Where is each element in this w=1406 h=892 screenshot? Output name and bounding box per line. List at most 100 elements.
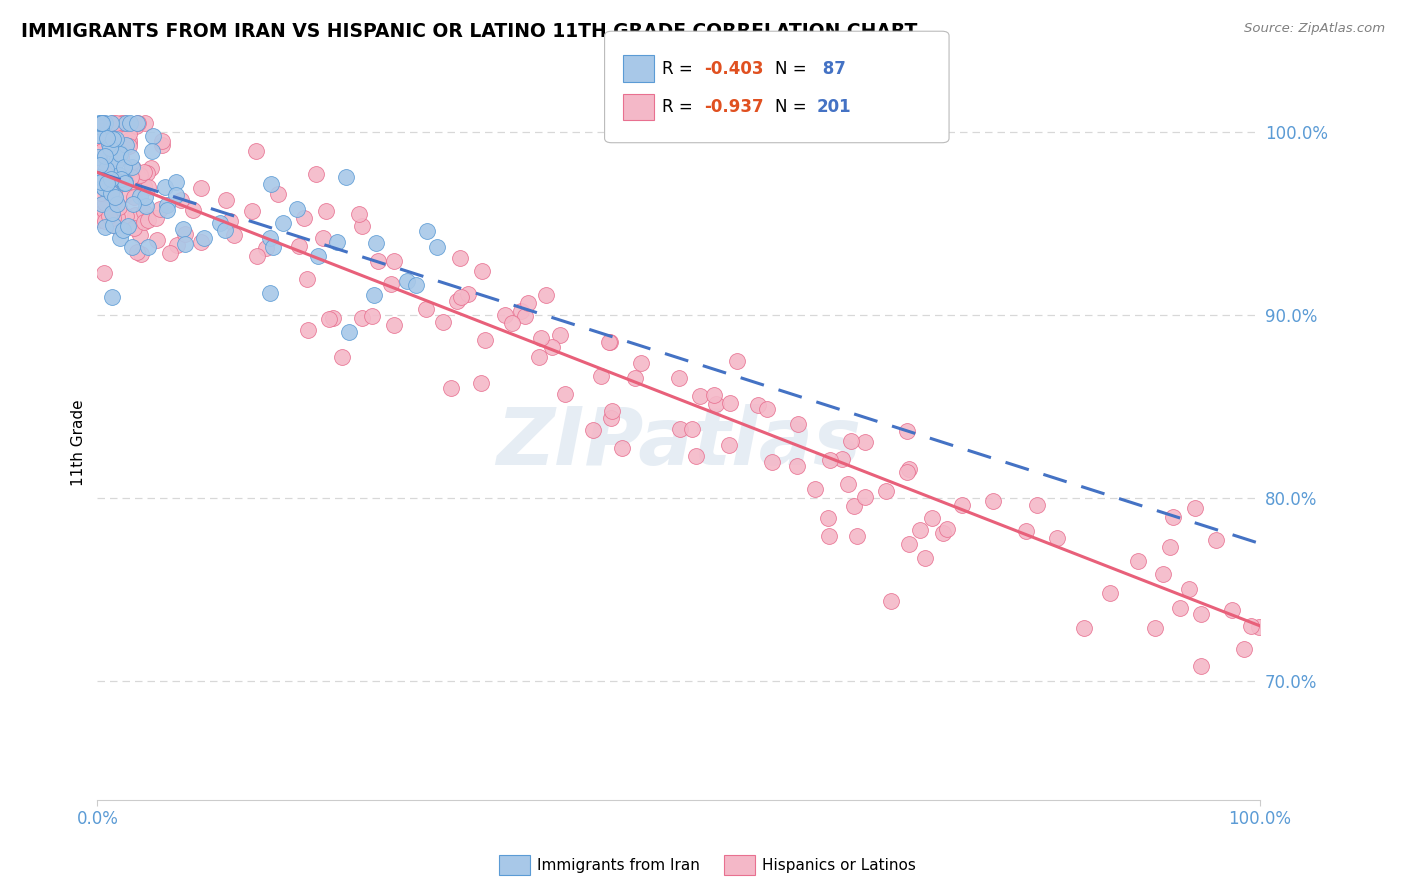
Point <box>853 491 876 505</box>
Point <box>669 422 692 436</box>
Point <box>818 529 841 543</box>
Point <box>93 266 115 280</box>
Point <box>214 223 236 237</box>
Point <box>134 190 156 204</box>
Point <box>297 323 319 337</box>
Point <box>100 290 122 304</box>
Point <box>132 205 155 219</box>
Point <box>267 186 290 201</box>
Text: -0.403: -0.403 <box>704 60 763 78</box>
Point <box>87 170 110 185</box>
Point <box>273 215 295 229</box>
Point <box>470 376 492 391</box>
Point <box>337 325 360 339</box>
Point <box>93 196 115 211</box>
Point <box>91 196 114 211</box>
Point <box>415 302 437 317</box>
Point <box>124 208 146 222</box>
Point <box>94 190 117 204</box>
Point <box>105 197 128 211</box>
Point <box>1189 659 1212 673</box>
Point <box>90 176 112 190</box>
Point <box>87 161 110 175</box>
Point <box>124 190 146 204</box>
Text: N =: N = <box>775 98 811 116</box>
Point <box>90 116 112 130</box>
Point <box>118 133 141 147</box>
Point <box>129 189 152 203</box>
Point <box>97 186 120 201</box>
Point <box>875 483 897 498</box>
Point <box>104 190 127 204</box>
Point <box>104 116 127 130</box>
Point <box>108 200 131 214</box>
Point <box>598 334 620 349</box>
Point <box>129 227 152 242</box>
Point <box>94 177 117 191</box>
Point <box>100 172 122 186</box>
Point <box>554 386 576 401</box>
Point <box>156 202 179 217</box>
Point <box>134 116 156 130</box>
Point <box>366 236 388 251</box>
Point <box>108 146 131 161</box>
Point <box>367 254 389 268</box>
Text: Immigrants from Iran: Immigrants from Iran <box>537 858 700 872</box>
Point <box>100 148 122 162</box>
Point <box>118 136 141 151</box>
Point <box>761 455 783 469</box>
Point <box>108 168 131 182</box>
Point <box>426 240 449 254</box>
Point <box>93 133 115 147</box>
Point <box>165 187 187 202</box>
Point <box>89 128 111 143</box>
Point <box>718 438 741 452</box>
Point <box>165 175 187 189</box>
Point <box>128 168 150 182</box>
Point <box>87 128 110 143</box>
Point <box>166 238 188 252</box>
Point <box>90 116 112 130</box>
Point <box>149 202 172 216</box>
Point <box>363 288 385 302</box>
Point <box>896 425 918 439</box>
Point <box>1073 621 1095 635</box>
Text: Source: ZipAtlas.com: Source: ZipAtlas.com <box>1244 22 1385 36</box>
Point <box>818 453 841 467</box>
Point <box>240 203 263 218</box>
Point <box>1240 618 1263 632</box>
Point <box>215 193 238 207</box>
Point <box>513 310 536 324</box>
Point <box>432 315 454 329</box>
Point <box>602 404 624 418</box>
Point <box>288 239 311 253</box>
Point <box>308 249 330 263</box>
Point <box>96 131 118 145</box>
Point <box>112 176 135 190</box>
Point <box>318 311 340 326</box>
Point <box>898 537 921 551</box>
Point <box>89 158 111 172</box>
Point <box>103 186 125 201</box>
Point <box>921 511 943 525</box>
Point <box>125 120 148 134</box>
Point <box>89 116 111 130</box>
Point <box>105 210 128 224</box>
Point <box>844 500 866 514</box>
Point <box>449 251 471 265</box>
Y-axis label: 11th Grade: 11th Grade <box>72 400 86 486</box>
Point <box>703 387 725 401</box>
Point <box>382 318 405 332</box>
Point <box>135 165 157 179</box>
Point <box>136 240 159 254</box>
Point <box>817 510 839 524</box>
Point <box>689 389 711 403</box>
Point <box>599 410 621 425</box>
Point <box>98 141 121 155</box>
Point <box>190 180 212 194</box>
Point <box>94 214 117 228</box>
Point <box>87 176 110 190</box>
Point <box>101 150 124 164</box>
Point <box>254 241 277 255</box>
Point <box>104 194 127 209</box>
